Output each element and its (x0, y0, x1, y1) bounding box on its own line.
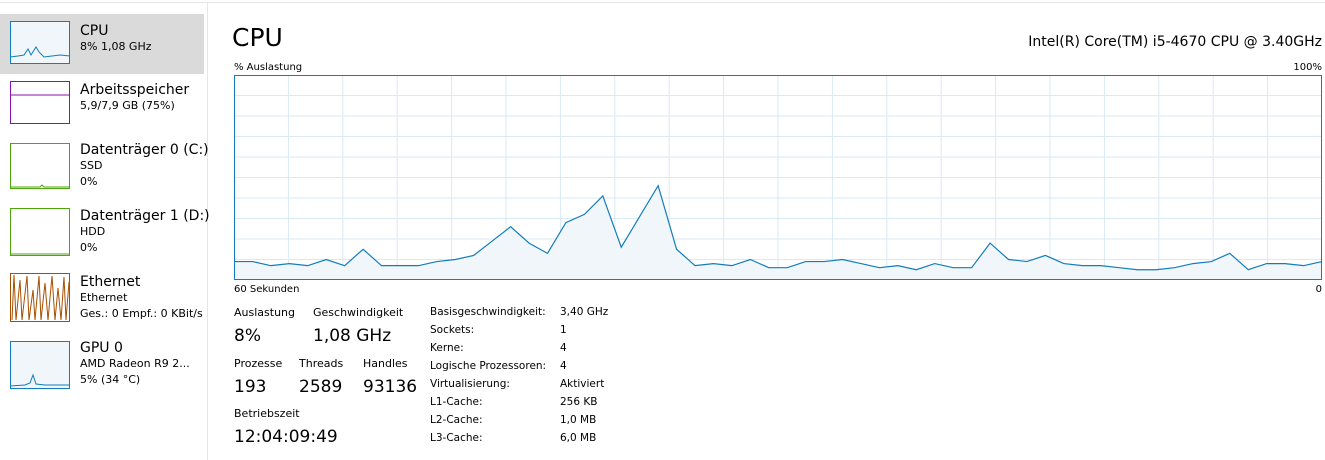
stat-value: 2589 (299, 377, 342, 397)
thumbnail-graph (10, 184, 70, 188)
thumbnail-graph (9, 46, 71, 58)
item-detail: SSD (80, 159, 102, 172)
item-title: Datenträger 1 (D:) (80, 208, 210, 224)
item-detail: HDD (80, 225, 105, 238)
detail-label: Logische Prozessoren: (430, 360, 546, 372)
detail-value: Aktiviert (560, 378, 604, 390)
item-title: GPU 0 (80, 340, 123, 356)
detail-value: 1,0 MB (560, 414, 596, 426)
thumbnail (10, 208, 70, 256)
x-axis-start-label: 60 Sekunden (234, 284, 299, 295)
y-tick-label: 100% (1293, 62, 1322, 73)
y-axis-label: % Auslastung (234, 62, 302, 73)
detail-label: L3-Cache: (430, 432, 483, 444)
cpu-usage-line (234, 184, 1323, 271)
stat-value: 93136 (363, 377, 417, 397)
stat-value: 8% (234, 326, 261, 346)
item-detail: 0% (80, 175, 97, 188)
thumbnail (10, 81, 70, 124)
thumbnail (10, 21, 70, 64)
item-title: Datenträger 0 (C:) (80, 142, 209, 158)
item-detail: AMD Radeon R9 2... (80, 357, 190, 370)
item-detail: Ges.: 0 Empf.: 0 KBit/s (80, 307, 203, 320)
detail-value: 256 KB (560, 396, 597, 408)
plot-border (234, 75, 1322, 280)
x-axis-end-label: 0 (1316, 284, 1322, 295)
item-title: Arbeitsspeicher (80, 82, 189, 98)
item-title: CPU (80, 23, 108, 39)
detail-label: Virtualisierung: (430, 378, 510, 390)
detail-value: 4 (560, 360, 567, 372)
detail-label: Sockets: (430, 324, 474, 336)
stat-label: Auslastung (234, 306, 295, 319)
area-fill (234, 185, 1322, 280)
detail-value: 4 (560, 342, 567, 354)
stat-label: Geschwindigkeit (313, 306, 404, 319)
detail-value: 6,0 MB (560, 432, 596, 444)
stat-label: Betriebszeit (234, 407, 300, 420)
page-title: CPU (232, 23, 283, 52)
thumbnail (10, 341, 70, 389)
detail-label: Basisgeschwindigkeit: (430, 306, 546, 318)
item-title: Ethernet (80, 274, 141, 290)
detail-value: 1 (560, 324, 567, 336)
item-detail: 5% (34 °C) (80, 373, 140, 386)
stat-value: 193 (234, 377, 266, 397)
detail-label: L2-Cache: (430, 414, 483, 426)
processor-name: Intel(R) Core(TM) i5-4670 CPU @ 3.40GHz (1028, 34, 1322, 50)
thumbnail-graph (11, 274, 70, 321)
detail-label: L1-Cache: (430, 396, 483, 408)
stat-value: 1,08 GHz (313, 326, 391, 346)
item-detail: Ethernet (80, 291, 128, 304)
detail-label: Kerne: (430, 342, 464, 354)
item-detail: 0% (80, 241, 97, 254)
stat-label: Prozesse (234, 357, 282, 370)
item-detail: 5,9/7,9 GB (75%) (80, 99, 175, 112)
detail-value: 3,40 GHz (560, 306, 609, 318)
item-detail: 8% 1,08 GHz (80, 40, 152, 53)
thumbnail-graph (9, 373, 70, 387)
stat-value: 12:04:09:49 (234, 427, 338, 447)
stat-label: Threads (298, 357, 343, 370)
stat-label: Handles (363, 357, 408, 370)
thumbnail (10, 143, 70, 189)
